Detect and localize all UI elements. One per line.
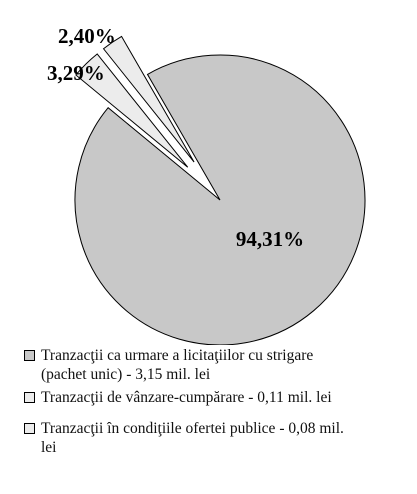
pie-area: 94,31% 3,29% 2,40% bbox=[47, 24, 366, 345]
legend-item: Tranzacţii de vânzare-cumpărare - 0,11 m… bbox=[24, 388, 417, 407]
legend-label: Tranzacţii în condiţiile ofertei publice… bbox=[41, 420, 344, 456]
pie-slice bbox=[102, 35, 195, 163]
legend-label: Tranzacţii de vânzare-cumpărare - 0,11 m… bbox=[41, 389, 332, 406]
legend-label: Tranzacţii ca urmare a licitaţiilor cu s… bbox=[41, 347, 314, 383]
legend-item: Tranzacţii ca urmare a licitaţiilor cu s… bbox=[24, 346, 417, 384]
data-label: 3,29% bbox=[47, 61, 105, 85]
legend-swatch bbox=[24, 392, 35, 403]
pie-slice bbox=[74, 54, 366, 345]
data-label: 2,40% bbox=[58, 24, 116, 48]
legend-swatch bbox=[24, 350, 35, 361]
legend-item: Tranzacţii în condiţiile ofertei publice… bbox=[24, 419, 417, 457]
data-label: 94,31% bbox=[236, 227, 304, 251]
legend: Tranzacţii ca urmare a licitaţiilor cu s… bbox=[24, 346, 417, 461]
pie-slice bbox=[75, 53, 189, 168]
legend-swatch bbox=[24, 423, 35, 434]
